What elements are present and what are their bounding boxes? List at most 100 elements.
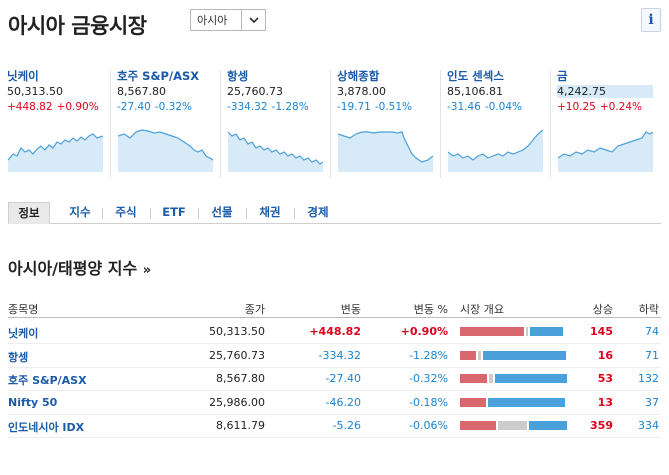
- tab-etf[interactable]: ETF: [162, 205, 186, 219]
- ticker-shanghai[interactable]: 상해종합 3,878.00 -19.71 -0.51%: [330, 64, 438, 184]
- advancers-count: 53: [597, 372, 613, 385]
- ticker-price: 85,106.81: [447, 85, 503, 98]
- ticker-change: +448.82 +0.90%: [7, 101, 99, 113]
- change-value: -334.32: [318, 348, 361, 362]
- close-value: 50,313.50: [209, 325, 265, 338]
- change-value: -27.40: [325, 372, 361, 385]
- section-title-text[interactable]: 아시아/태평양 지수: [8, 259, 138, 278]
- decliners-count: 74: [645, 325, 659, 338]
- pct-value: -0.18%: [409, 395, 448, 409]
- ticker-name[interactable]: 호주 S&P/ASX: [117, 69, 200, 83]
- table-row[interactable]: 항셍 25,760.73 -334.32 -1.28% 16 71: [8, 344, 661, 368]
- ticker-change: -19.71 -0.51%: [337, 101, 413, 113]
- col-change[interactable]: 변동: [340, 303, 361, 316]
- divider: [550, 70, 551, 178]
- sparkline-line: [558, 131, 653, 159]
- breadth-flat-bar: [498, 421, 527, 430]
- tab-separator: [102, 208, 103, 219]
- close-value: 25,760.73: [209, 348, 265, 362]
- change-value: -5.26: [332, 419, 361, 432]
- region-select[interactable]: 아시아: [190, 9, 266, 31]
- ticker-price: 3,878.00: [337, 85, 386, 98]
- sparkline-area: [558, 132, 653, 172]
- table-row[interactable]: 닛케이 50,313.50 +448.82 +0.90% 145 74: [8, 320, 661, 344]
- tab-separator: [150, 208, 151, 219]
- decliners-count: 37: [645, 395, 659, 409]
- col-dec[interactable]: 하락: [638, 303, 659, 316]
- col-name[interactable]: 종목명: [8, 303, 39, 316]
- tab-indices[interactable]: 지수: [69, 205, 91, 219]
- ticker-name[interactable]: 항셍: [227, 69, 249, 83]
- divider: [220, 70, 221, 178]
- page-title: 아시아 금융시장: [8, 14, 147, 38]
- breadth-down-bar: [488, 397, 565, 407]
- ticker-gold[interactable]: 금 4,242.75 +10.25 +0.24%: [550, 64, 658, 184]
- sparkline-chart: [558, 131, 653, 172]
- breadth-up-bar: [460, 350, 476, 360]
- ticker-change: -27.40 -0.32%: [117, 101, 193, 113]
- sparkline-area: [338, 132, 433, 172]
- ticker-name[interactable]: 상해종합: [337, 69, 380, 83]
- divider: [440, 70, 441, 178]
- table-row[interactable]: 인도네시아 IDX 8,611.79 -5.26 -0.06% 359 334: [8, 414, 661, 438]
- sparkline-chart: [338, 131, 433, 172]
- sparkline-chart: [118, 129, 213, 172]
- sparkline-area: [448, 130, 543, 172]
- ticker-nikkei[interactable]: 닛케이 50,313.50 +448.82 +0.90%: [0, 64, 108, 184]
- divider: [110, 70, 111, 178]
- ticker-name[interactable]: 인도 센섹스: [447, 69, 504, 83]
- sparkline-line: [8, 133, 103, 161]
- advancers-count: 13: [597, 395, 613, 409]
- ticker-change: -334.32 -1.28%: [227, 101, 309, 113]
- tab-info[interactable]: 정보: [8, 202, 50, 224]
- sparkline-chart: [8, 133, 103, 172]
- table-row[interactable]: Nifty 50 25,986.00 -46.20 -0.18% 13 37: [8, 391, 661, 415]
- ticker-name[interactable]: 닛케이: [7, 69, 39, 83]
- col-overview: 시장 개요: [460, 303, 504, 316]
- sparkline-line: [448, 129, 543, 161]
- ticker-sensex[interactable]: 인도 센섹스 85,106.81 -31.46 -0.04%: [440, 64, 548, 184]
- tab-separator: [294, 208, 295, 219]
- ticker-asx[interactable]: 호주 S&P/ASX 8,567.80 -27.40 -0.32%: [110, 64, 218, 184]
- index-name-link[interactable]: 인도네시아 IDX: [8, 421, 85, 434]
- close-value: 25,986.00: [209, 395, 265, 409]
- ticker-change: -31.46 -0.04%: [447, 101, 523, 113]
- col-pct[interactable]: 변동 %: [413, 303, 448, 316]
- tab-bonds[interactable]: 채권: [259, 205, 281, 219]
- index-name-link[interactable]: Nifty 50: [8, 395, 58, 409]
- info-icon[interactable]: i: [641, 8, 661, 32]
- chevron-down-icon[interactable]: [241, 10, 265, 30]
- pct-value: +0.90%: [400, 325, 448, 338]
- ticker-name[interactable]: 금: [557, 69, 568, 83]
- tab-separator: [198, 208, 199, 219]
- tab-economy[interactable]: 경제: [307, 205, 329, 219]
- tab-futures[interactable]: 선물: [211, 205, 233, 219]
- ticker-change: +10.25 +0.24%: [557, 101, 643, 113]
- change-value: -46.20: [325, 395, 361, 409]
- breadth-up-bar: [460, 421, 496, 430]
- ticker-hangseng[interactable]: 항셍 25,760.73 -334.32 -1.28%: [220, 64, 328, 184]
- ticker-strip: 닛케이 50,313.50 +448.82 +0.90% 호주 S&P/ASX 8…: [0, 64, 669, 184]
- tab-bar: 정보 지수 주식 ETF 선물 채권 경제: [8, 202, 661, 224]
- close-value: 8,567.80: [216, 372, 265, 385]
- page-header: 아시아 금융시장 아시아 i: [8, 8, 661, 40]
- breadth-flat-bar: [489, 374, 493, 383]
- more-link-icon[interactable]: »: [142, 263, 152, 278]
- index-name-link[interactable]: 닛케이: [8, 327, 39, 340]
- table-row[interactable]: 호주 S&P/ASX 8,567.80 -27.40 -0.32% 53 132: [8, 367, 661, 391]
- change-value: +448.82: [309, 325, 361, 338]
- ticker-price: 50,313.50: [7, 85, 63, 98]
- index-name-link[interactable]: 항셍: [8, 350, 29, 364]
- sparkline-area: [8, 134, 103, 172]
- col-adv[interactable]: 상승: [592, 303, 613, 316]
- advancers-count: 359: [590, 419, 613, 432]
- col-close[interactable]: 종가: [244, 303, 265, 316]
- index-name-link[interactable]: 호주 S&P/ASX: [8, 374, 87, 387]
- sparkline-line: [228, 131, 323, 165]
- breadth-up-bar: [460, 374, 487, 383]
- advancers-count: 16: [597, 348, 613, 362]
- sparkline-line: [118, 129, 213, 161]
- section-title[interactable]: 아시아/태평양 지수 »: [8, 255, 151, 279]
- breadth-up-bar: [460, 397, 486, 407]
- tab-stocks[interactable]: 주식: [115, 205, 137, 219]
